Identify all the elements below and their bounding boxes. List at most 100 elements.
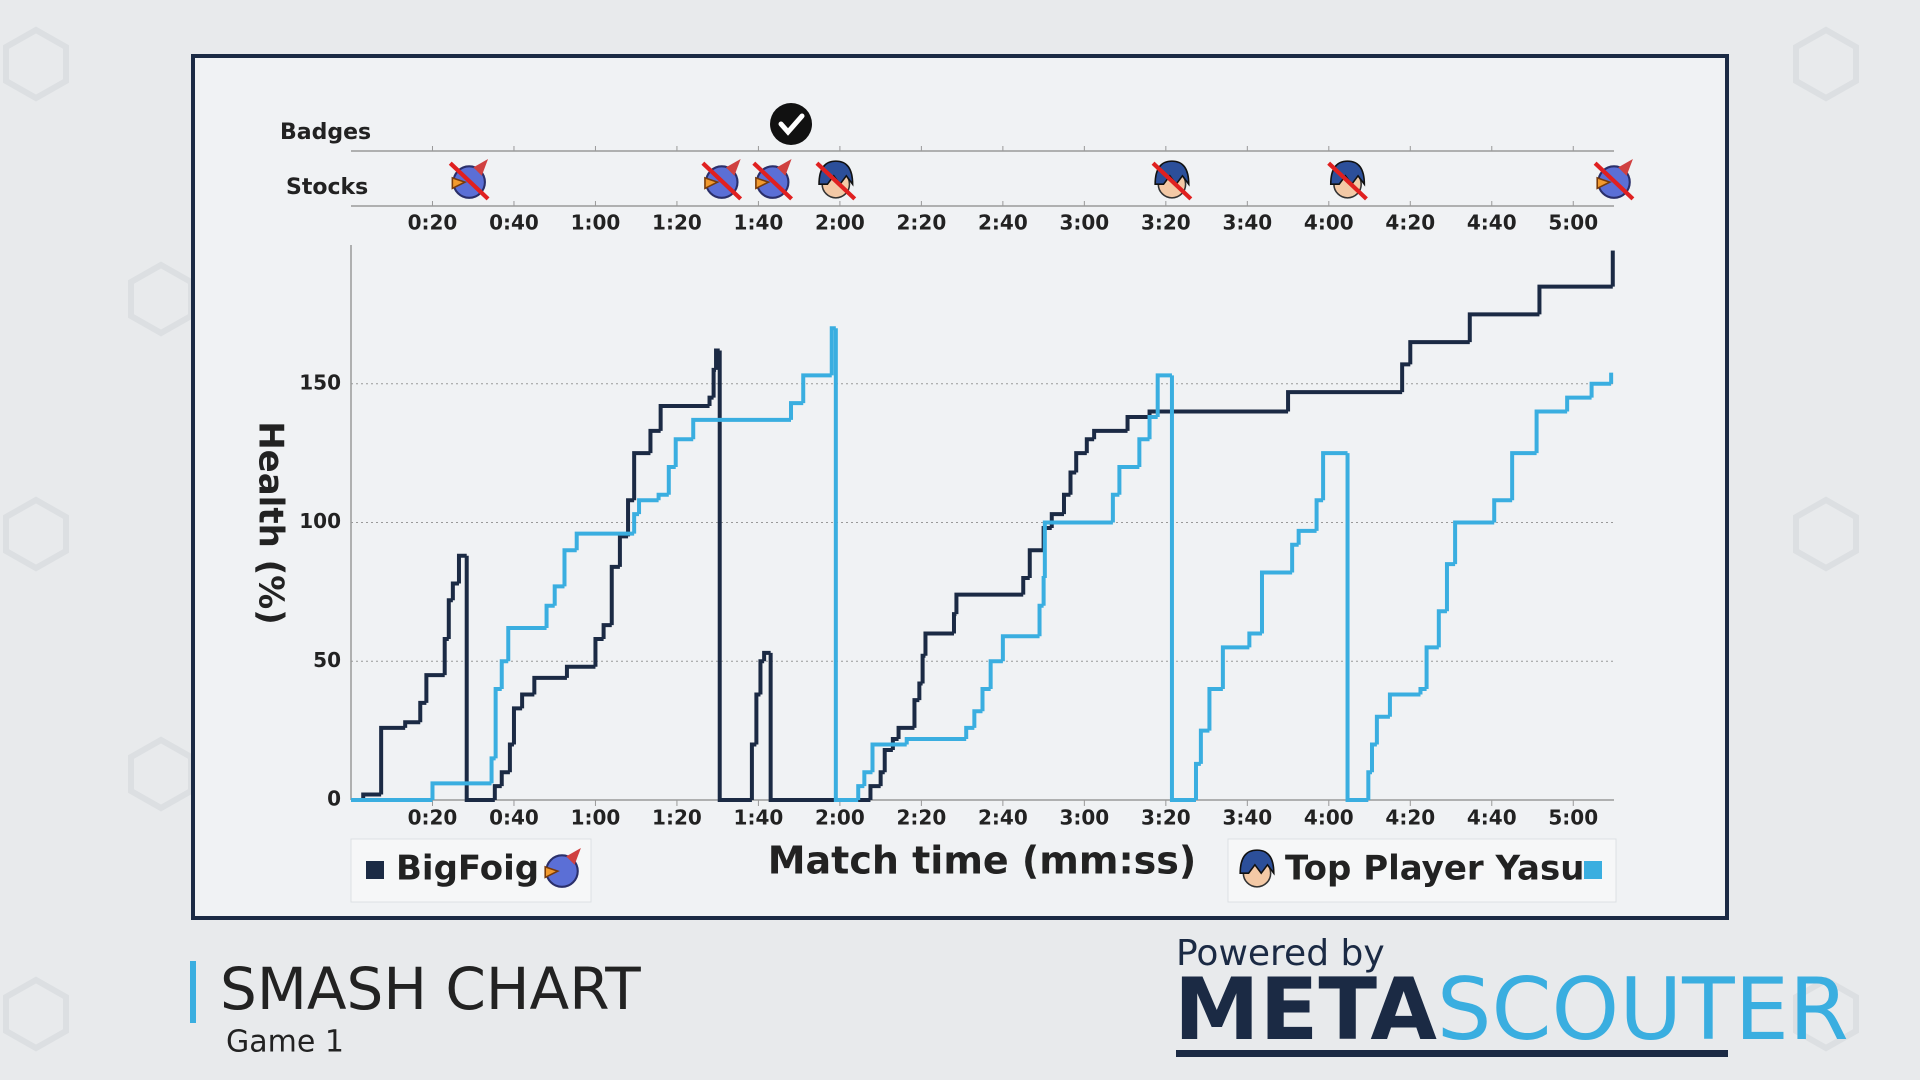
step-segment xyxy=(862,770,873,787)
badge-row-label: Badges xyxy=(280,120,371,145)
step-segment xyxy=(1247,631,1262,648)
step-segment xyxy=(1510,451,1537,501)
page-subtitle: Game 1 xyxy=(226,1025,344,1060)
step-segment xyxy=(1286,390,1403,412)
step-segment xyxy=(1084,437,1095,454)
step-segment xyxy=(717,350,752,802)
x-tick-label: 4:00 xyxy=(1304,806,1354,830)
step-segment xyxy=(520,692,535,709)
step-segment xyxy=(1444,562,1456,612)
logo-underline xyxy=(1176,1050,1728,1057)
step-segment xyxy=(574,531,635,551)
legend-label: BigFoig xyxy=(396,849,539,889)
step-segment xyxy=(988,659,1003,689)
step-segment xyxy=(1436,609,1447,648)
step-segment xyxy=(1296,528,1317,545)
top-x-tick-label: 3:20 xyxy=(1141,211,1191,235)
x-tick-label: 1:40 xyxy=(734,806,784,830)
character-icon xyxy=(701,159,743,201)
x-tick-label: 1:20 xyxy=(652,806,702,830)
badge-check xyxy=(778,113,805,136)
step-segment xyxy=(656,492,669,501)
step-segment xyxy=(593,637,604,667)
icon-beak xyxy=(755,176,771,190)
step-segment xyxy=(666,465,676,495)
step-segment xyxy=(418,700,427,723)
step-segment xyxy=(1147,415,1158,440)
top-x-tick-label: 1:20 xyxy=(652,211,702,235)
icon-cross xyxy=(1151,161,1193,201)
character-icon xyxy=(1327,160,1368,201)
step-segment xyxy=(882,748,893,773)
step-segment xyxy=(1537,284,1613,315)
step-segment xyxy=(450,581,459,601)
legend-marker xyxy=(1584,861,1602,879)
step-segment xyxy=(964,725,975,739)
x-axis-title: Match time (mm:ss) xyxy=(768,839,1197,883)
icon-crest xyxy=(725,159,741,176)
icon-beak xyxy=(451,176,468,190)
character-icon xyxy=(1593,159,1635,201)
character-icon xyxy=(544,848,581,888)
step-segment xyxy=(762,650,771,662)
step-segment xyxy=(648,428,661,454)
icon-crest xyxy=(566,848,581,865)
x-tick-label: 0:40 xyxy=(489,806,539,830)
top-x-tick-label: 2:00 xyxy=(815,211,865,235)
step-segment xyxy=(658,403,710,431)
step-segment xyxy=(1155,373,1172,418)
icon-beak xyxy=(1596,176,1612,190)
page-title: SMASH CHART xyxy=(220,955,641,1023)
x-tick-label: 3:00 xyxy=(1059,806,1109,830)
step-segment xyxy=(1492,498,1513,523)
step-segment xyxy=(1110,492,1120,523)
icon-crest xyxy=(1618,159,1633,176)
step-segment xyxy=(1418,687,1427,695)
step-segment xyxy=(632,451,651,501)
top-x-tick-label: 1:00 xyxy=(571,211,621,235)
y-tick-label: 150 xyxy=(299,370,341,394)
x-tick-label: 3:40 xyxy=(1222,806,1272,830)
top-x-tick-label: 0:20 xyxy=(408,211,458,235)
top-x-tick-label: 3:00 xyxy=(1059,211,1109,235)
step-segment xyxy=(972,709,983,728)
step-segment xyxy=(617,534,629,567)
x-tick-label: 3:20 xyxy=(1141,806,1191,830)
step-segment xyxy=(1021,576,1030,595)
step-segment xyxy=(1061,492,1071,515)
step-segment xyxy=(1041,576,1046,606)
step-segment xyxy=(492,784,502,800)
step-segment xyxy=(511,706,523,745)
step-segment xyxy=(1534,409,1568,454)
step-segment xyxy=(552,584,565,606)
icon-beak xyxy=(544,865,560,879)
step-segment xyxy=(1290,542,1299,573)
step-segment xyxy=(1125,415,1150,431)
icon-cross xyxy=(1593,161,1635,201)
step-segment xyxy=(1198,728,1210,764)
step-segment xyxy=(833,328,859,802)
step-segment xyxy=(532,675,567,695)
step-segment xyxy=(1345,453,1369,802)
x-tick-label: 0:20 xyxy=(408,806,458,830)
step-segment xyxy=(801,373,832,404)
step-segment xyxy=(493,687,502,759)
title-accent xyxy=(190,961,196,1023)
top-x-tick-label: 2:40 xyxy=(978,211,1028,235)
step-segment xyxy=(1565,395,1592,412)
icon-hair xyxy=(1239,849,1275,876)
step-segment xyxy=(1259,570,1293,634)
step-segment xyxy=(1220,645,1250,689)
x-tick-label: 4:20 xyxy=(1385,806,1435,830)
y-axis-title: Health (%) xyxy=(251,421,291,625)
icon-beak xyxy=(704,176,720,190)
step-segment xyxy=(637,498,659,515)
step-segment xyxy=(1117,465,1140,495)
step-segment xyxy=(1387,692,1421,717)
icon-cross xyxy=(448,161,490,201)
step-segment xyxy=(1589,381,1612,398)
step-segment xyxy=(506,625,547,662)
x-tick-label: 2:00 xyxy=(815,806,865,830)
step-segment xyxy=(1042,520,1113,578)
step-segment xyxy=(673,437,694,467)
